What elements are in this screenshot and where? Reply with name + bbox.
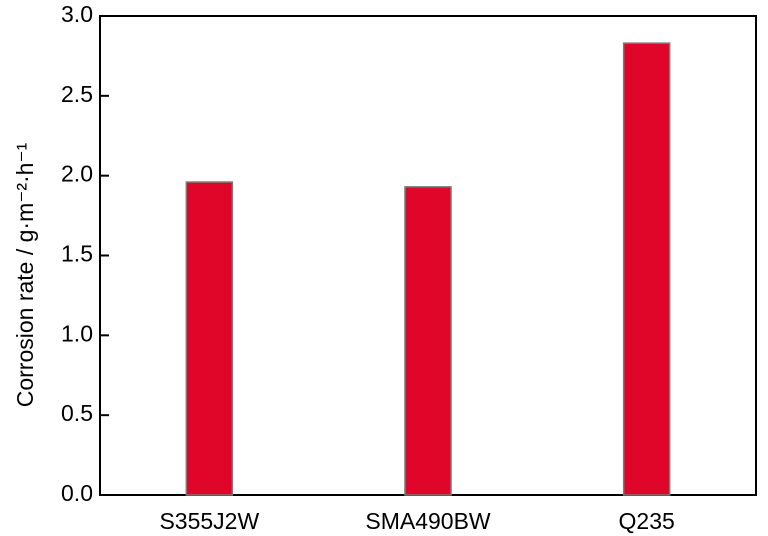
y-axis-title: Corrosion rate / g·m⁻²·h⁻¹ [12, 142, 38, 407]
x-tick-label: S355J2W [159, 508, 259, 534]
bar-sma490bw [404, 186, 452, 496]
x-axis: S355J2W SMA490BW Q235 [159, 508, 674, 534]
y-tick-label: 0.0 [61, 480, 93, 506]
bar-s355j2w [185, 181, 234, 496]
y-tick-label: 1.0 [61, 320, 93, 346]
x-tick-label: Q235 [619, 508, 675, 534]
x-tick-label: SMA490BW [365, 508, 491, 534]
bar-q235 [622, 42, 671, 496]
y-tick-label: 2.5 [61, 81, 93, 107]
y-tick-label: 3.0 [61, 1, 93, 27]
y-tick-label: 2.0 [61, 161, 93, 187]
bar-series [185, 42, 671, 496]
y-tick-label: 0.5 [61, 400, 93, 426]
y-tick-label: 1.5 [61, 241, 93, 267]
y-axis: 0.0 0.5 1.0 1.5 2.0 2.5 3.0 [61, 1, 109, 506]
